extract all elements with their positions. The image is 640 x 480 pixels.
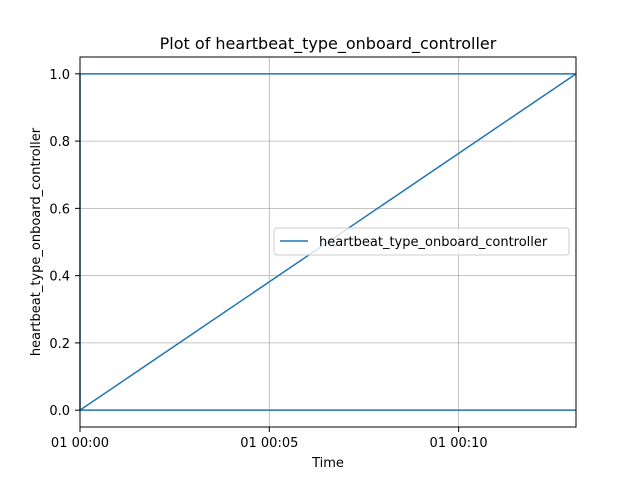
legend: heartbeat_type_onboard_controller bbox=[273, 227, 570, 256]
x-tick-label: 01 00:10 bbox=[430, 436, 488, 451]
y-tick-label: 1.0 bbox=[49, 68, 70, 83]
x-axis-ticks: 01 00:00 01 00:05 01 00:10 bbox=[51, 427, 488, 451]
axes-frame bbox=[79, 56, 577, 428]
x-tick-label: 01 00:00 bbox=[51, 436, 109, 451]
y-tick-label: 0.0 bbox=[49, 404, 70, 419]
legend-box bbox=[273, 227, 570, 256]
y-tick-label: 0.8 bbox=[49, 135, 70, 150]
chart-title: Plot of heartbeat_type_onboard_controlle… bbox=[160, 34, 497, 54]
legend-label: heartbeat_type_onboard_controller bbox=[319, 235, 548, 250]
y-axis-label: heartbeat_type_onboard_controller bbox=[29, 127, 44, 356]
y-tick-label: 0.2 bbox=[49, 337, 70, 352]
y-tick-label: 0.6 bbox=[49, 202, 70, 217]
y-axis-ticks: 0.0 0.2 0.4 0.6 0.8 1.0 bbox=[49, 68, 80, 419]
x-tick-label: 01 00:05 bbox=[240, 436, 298, 451]
x-axis-label: Time bbox=[311, 456, 344, 471]
y-tick-label: 0.4 bbox=[49, 270, 70, 285]
